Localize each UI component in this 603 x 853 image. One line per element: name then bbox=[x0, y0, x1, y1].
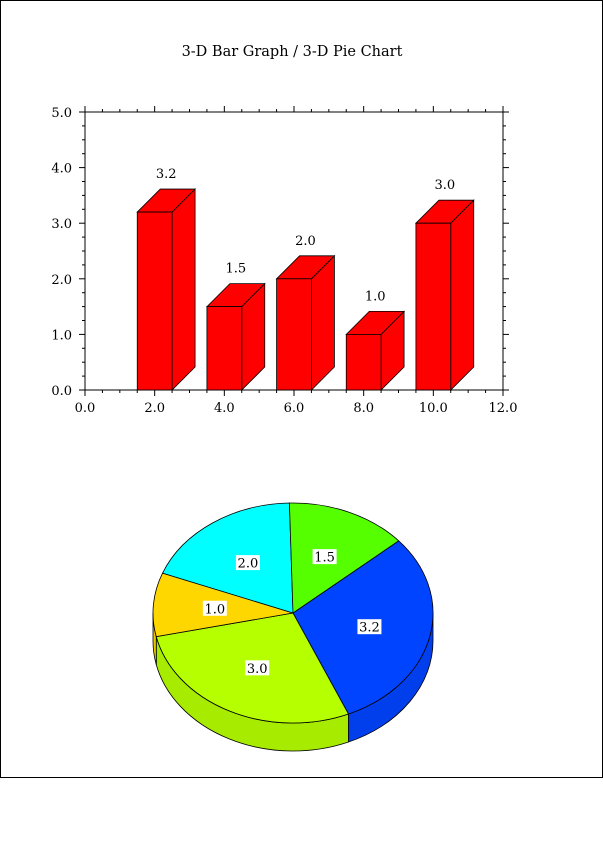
pie-label-bg bbox=[312, 549, 337, 565]
pie-tops bbox=[152, 502, 434, 724]
pie-label-text: 3.2 bbox=[359, 621, 380, 636]
x-tick-label: 8.0 bbox=[353, 401, 374, 416]
pie-data-label: 1.0 bbox=[202, 600, 227, 617]
bar-data-label: 2.0 bbox=[295, 234, 316, 249]
bar-side bbox=[171, 188, 196, 391]
bar-data-label: 3.2 bbox=[156, 167, 177, 182]
pie-label-text: 2.0 bbox=[238, 557, 259, 572]
y-tick-label: 3.0 bbox=[51, 217, 72, 232]
x-tick-label: 6.0 bbox=[284, 401, 305, 416]
y-tick-label: 1.0 bbox=[51, 328, 72, 343]
y-tick-label: 2.0 bbox=[51, 273, 72, 288]
pie-label-bg bbox=[245, 660, 270, 676]
bar bbox=[136, 188, 197, 391]
bar bbox=[205, 282, 266, 391]
pie-data-label: 3.2 bbox=[357, 619, 382, 636]
bar-side bbox=[311, 254, 335, 391]
y-tick-label: 0.0 bbox=[51, 384, 72, 399]
bar-side bbox=[450, 199, 475, 391]
y-tick-label: 5.0 bbox=[51, 106, 72, 121]
figure-title: 3-D Bar Graph / 3-D Pie Chart bbox=[182, 44, 403, 60]
pie-label-text: 1.0 bbox=[204, 602, 225, 617]
x-tick-label: 10.0 bbox=[419, 401, 448, 416]
bar bbox=[275, 254, 336, 391]
x-tick-label: 0.0 bbox=[75, 401, 96, 416]
x-tick-label: 12.0 bbox=[489, 401, 518, 416]
bar-front bbox=[136, 211, 173, 391]
bar bbox=[345, 310, 406, 391]
bar-front bbox=[206, 306, 243, 391]
pie-label-bg bbox=[357, 619, 382, 635]
bar-front bbox=[276, 278, 312, 391]
x-tick-label: 4.0 bbox=[214, 401, 235, 416]
bar-data-label: 1.5 bbox=[225, 262, 246, 277]
bar-front bbox=[415, 222, 452, 391]
bar-data-label: 1.0 bbox=[365, 289, 386, 304]
y-tick-label: 4.0 bbox=[51, 162, 72, 177]
pie-data-label: 3.0 bbox=[245, 660, 270, 677]
bar bbox=[414, 199, 475, 391]
pie-slice bbox=[289, 502, 400, 614]
pie-data-label: 1.5 bbox=[312, 549, 337, 566]
pie-label-text: 1.5 bbox=[314, 551, 335, 566]
bar-data-label: 3.0 bbox=[434, 178, 455, 193]
pie-chart: 3.2 3.0 1.0 2.0 1.5 bbox=[152, 502, 434, 752]
pie-slice bbox=[161, 502, 294, 614]
bar-chart: 0.0 2.0 4.0 6.0 8.0 10.0 12.0 0.0 1.0 2.0 3.0 4.0 5.… bbox=[51, 106, 517, 416]
bar-front bbox=[345, 333, 382, 391]
pie-data-label: 2.0 bbox=[235, 555, 260, 572]
pie-label-text: 3.0 bbox=[247, 662, 268, 677]
pie-label-bg bbox=[202, 600, 227, 616]
x-tick-label: 2.0 bbox=[144, 401, 165, 416]
pie-label-bg bbox=[235, 555, 260, 571]
